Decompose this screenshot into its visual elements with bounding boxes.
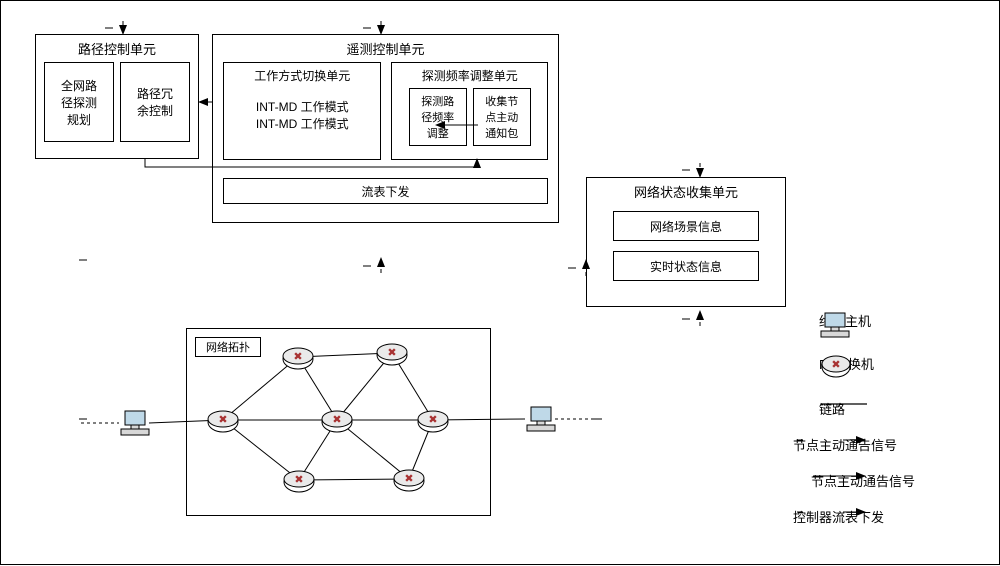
svg-text:✖: ✖ [294, 474, 303, 486]
legend-switch: ✖ P4交换机 [819, 354, 874, 373]
legend-controller-flow: 控制器流表下发 [793, 507, 884, 526]
legend-link: 链路 [819, 399, 845, 418]
host-icon [121, 411, 149, 435]
switch-icon: ✖ [418, 411, 448, 432]
switch-icon: ✖ [394, 470, 424, 491]
svg-text:✖: ✖ [332, 414, 341, 426]
diagram-canvas: 路径控制单元 全网路 径探测 规划 路径冗 余控制 遥测控制单元 工作方式切换单… [0, 0, 1000, 565]
svg-text:✖: ✖ [428, 414, 437, 426]
legend-host: 终端主机 [819, 311, 871, 330]
svg-text:✖: ✖ [293, 351, 302, 363]
switch-icon: ✖ [283, 348, 313, 369]
host-icon [527, 407, 555, 431]
svg-text:✖: ✖ [831, 359, 840, 371]
switch-icon: ✖ [322, 411, 352, 432]
svg-text:✖: ✖ [387, 347, 396, 359]
switch-icon: ✖ [208, 411, 238, 432]
legend-node-signal2: 节点主动通告信号 [811, 471, 915, 490]
switch-icon: ✖ [377, 344, 407, 365]
switch-icon: ✖ [284, 471, 314, 492]
svg-text:✖: ✖ [404, 473, 413, 485]
svg-text:✖: ✖ [218, 414, 227, 426]
legend-node-signal: 节点主动通告信号 [793, 435, 897, 454]
